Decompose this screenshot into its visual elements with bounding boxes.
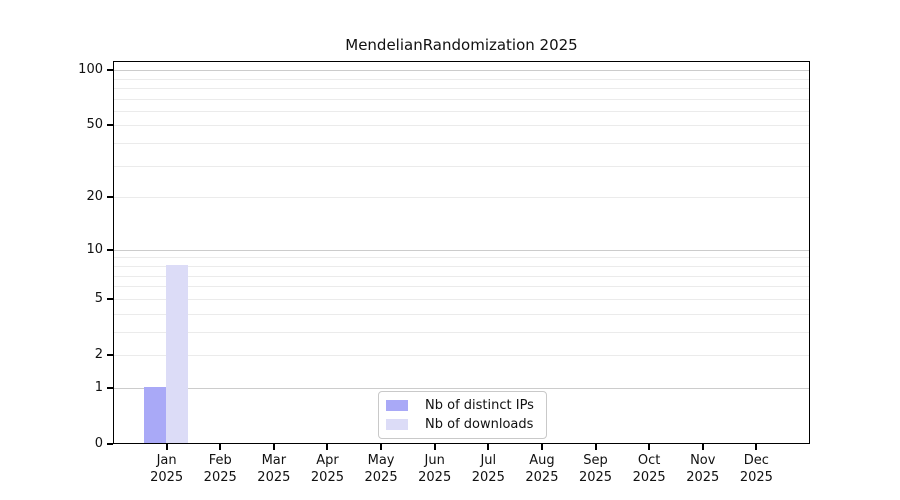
gridline-major-10	[114, 249, 809, 251]
year-label: 2025	[525, 470, 559, 485]
chart-title: MendelianRandomization 2025	[345, 36, 578, 54]
x-tick-may	[380, 444, 383, 450]
year-label: 2025	[310, 470, 344, 485]
plot-area	[113, 61, 810, 444]
year-label: 2025	[632, 470, 666, 485]
year-label: 2025	[686, 470, 720, 485]
y-tick-label-50: 50	[86, 117, 103, 133]
x-tick-label-oct: Oct 2025	[619, 452, 679, 486]
x-tick-sep	[594, 444, 597, 450]
month-label: Oct	[637, 453, 661, 468]
month-label: Feb	[208, 453, 232, 468]
y-tick-label-1: 1	[94, 379, 103, 395]
x-tick-oct	[648, 444, 651, 450]
y-tick-2	[107, 353, 113, 356]
x-tick-label-feb: Feb 2025	[190, 452, 250, 486]
month-label: Jul	[480, 453, 497, 468]
gridline-minor-9	[114, 257, 809, 259]
legend-swatch	[386, 419, 408, 430]
month-label: Jun	[424, 453, 445, 468]
y-tick-5	[107, 297, 113, 300]
x-tick-label-mar: Mar 2025	[244, 452, 304, 486]
year-label: 2025	[150, 470, 184, 485]
month-label: Dec	[743, 453, 769, 468]
legend: Nb of distinct IPs Nb of downloads	[378, 391, 547, 439]
y-tick-50	[107, 124, 113, 127]
x-tick-label-jul: Jul 2025	[458, 452, 518, 486]
legend-entry: Nb of downloads	[386, 417, 534, 432]
x-tick-jun	[433, 444, 436, 450]
gridline-major-1	[114, 387, 809, 389]
year-label: 2025	[364, 470, 398, 485]
gridline-minor-3	[114, 331, 809, 333]
gridline-minor-20	[114, 197, 809, 199]
month-label: May	[367, 453, 395, 468]
x-tick-aug	[540, 444, 543, 450]
gridline-minor-60	[114, 110, 809, 112]
month-label: Jan	[156, 453, 177, 468]
bar-nb-of-downloads-jan	[165, 265, 188, 443]
year-label: 2025	[739, 470, 773, 485]
x-tick-label-nov: Nov 2025	[673, 452, 733, 486]
year-label: 2025	[257, 470, 291, 485]
x-tick-jul	[487, 444, 490, 450]
bar-nb-of-distinct-ips-jan	[143, 386, 166, 443]
gridline-minor-50	[114, 125, 809, 127]
x-tick-apr	[326, 444, 329, 450]
x-tick-feb	[219, 444, 222, 450]
y-tick-0	[107, 443, 113, 445]
gridline-minor-6	[114, 286, 809, 288]
month-label: Aug	[529, 453, 555, 468]
gridline-minor-7	[114, 275, 809, 277]
x-tick-mar	[272, 444, 275, 450]
gridline-minor-30	[114, 165, 809, 167]
gridline-minor-5	[114, 298, 809, 300]
year-label: 2025	[418, 470, 452, 485]
gridline-minor-90	[114, 78, 809, 80]
x-tick-label-sep: Sep 2025	[566, 452, 626, 486]
y-tick-label-100: 100	[78, 62, 103, 78]
gridline-minor-2	[114, 354, 809, 356]
x-tick-label-apr: Apr 2025	[297, 452, 357, 486]
x-tick-label-dec: Dec 2025	[726, 452, 786, 486]
legend-entry: Nb of distinct IPs	[386, 398, 534, 413]
year-label: 2025	[203, 470, 237, 485]
gridline-minor-8	[114, 265, 809, 267]
y-tick-20	[107, 196, 113, 199]
y-tick-label-20: 20	[86, 189, 103, 205]
y-tick-10	[107, 248, 113, 251]
year-label: 2025	[578, 470, 613, 485]
month-label: Mar	[261, 453, 287, 468]
x-tick-label-jun: Jun 2025	[405, 452, 465, 486]
y-tick-label-0: 0	[94, 436, 103, 451]
gridline-minor-80	[114, 87, 809, 89]
y-tick-1	[107, 386, 113, 389]
gridline-minor-4	[114, 313, 809, 315]
legend-label: Nb of downloads	[425, 417, 534, 432]
legend-label: Nb of distinct IPs	[425, 398, 534, 413]
y-tick-100	[107, 69, 113, 72]
gridline-minor-40	[114, 143, 809, 145]
x-tick-label-aug: Aug 2025	[512, 452, 572, 486]
gridline-minor-70	[114, 98, 809, 100]
y-tick-label-5: 5	[94, 290, 103, 306]
month-label: Apr	[316, 453, 339, 468]
x-tick-nov	[701, 444, 704, 450]
month-label: Sep	[583, 453, 608, 468]
x-tick-jan	[165, 444, 168, 450]
y-tick-label-10: 10	[86, 241, 103, 257]
month-label: Nov	[690, 453, 716, 468]
year-label: 2025	[471, 470, 505, 485]
gridline-major-100	[114, 70, 809, 72]
x-tick-label-jan: Jan 2025	[137, 452, 197, 486]
x-tick-label-may: May 2025	[351, 452, 411, 486]
legend-swatch	[386, 400, 408, 411]
x-tick-dec	[755, 444, 758, 450]
y-tick-label-2: 2	[94, 346, 103, 362]
